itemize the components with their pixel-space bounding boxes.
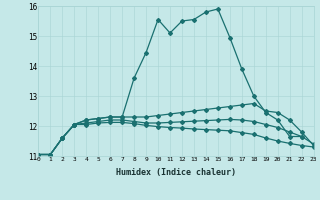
X-axis label: Humidex (Indice chaleur): Humidex (Indice chaleur) [116, 168, 236, 177]
